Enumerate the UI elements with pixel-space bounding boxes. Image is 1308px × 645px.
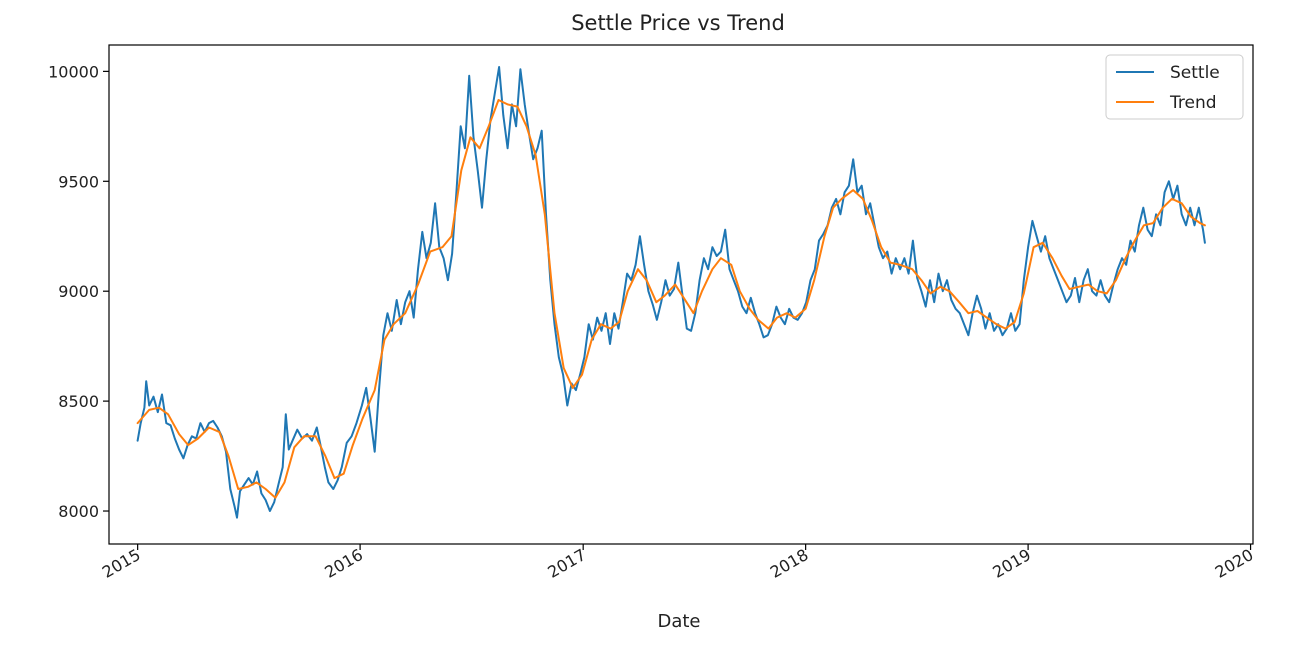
- series-line-settle: [136, 66, 1206, 519]
- y-tick-label: 9000: [58, 282, 99, 301]
- series-layer: [136, 66, 1206, 519]
- x-tick-label: 2017: [544, 545, 589, 582]
- y-tick-label: 8500: [58, 392, 99, 411]
- y-tick-label: 9500: [58, 172, 99, 191]
- x-axis: 2015 2016 2017 2018 2019 2020: [99, 544, 1257, 582]
- x-tick-label: 2018: [767, 545, 812, 582]
- x-tick-label: 2016: [321, 545, 366, 582]
- chart-title: Settle Price vs Trend: [571, 11, 785, 35]
- legend-label-settle: Settle: [1170, 63, 1220, 83]
- x-axis-title: Date: [657, 611, 700, 632]
- y-tick-label: 10000: [48, 62, 99, 81]
- legend-label-trend: Trend: [1169, 93, 1217, 113]
- legend: Settle Trend: [1105, 54, 1244, 120]
- y-axis: 8000 8500 9000 9500 10000: [48, 62, 109, 521]
- y-tick-label: 8000: [58, 502, 99, 521]
- series-line-trend: [136, 99, 1206, 499]
- x-tick-label: 2019: [989, 545, 1034, 582]
- plot-frame: [108, 44, 1254, 545]
- x-tick-label: 2020: [1212, 545, 1257, 582]
- x-tick-label: 2015: [99, 545, 144, 582]
